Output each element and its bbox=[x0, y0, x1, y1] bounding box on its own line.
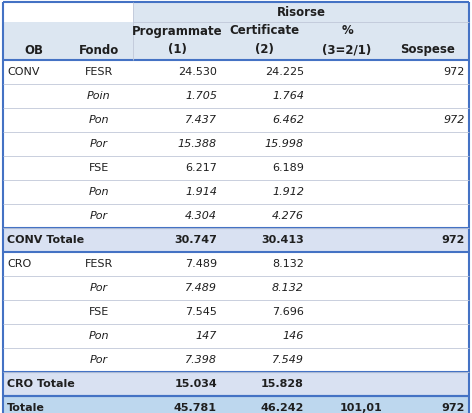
Text: Por: Por bbox=[90, 139, 108, 149]
Text: 1.764: 1.764 bbox=[272, 91, 304, 101]
Text: (3=2/1): (3=2/1) bbox=[322, 43, 371, 57]
Text: 4.304: 4.304 bbox=[185, 211, 217, 221]
Bar bbox=[3, 300, 469, 324]
Text: 6.462: 6.462 bbox=[272, 115, 304, 125]
Text: FSE: FSE bbox=[89, 307, 109, 317]
Bar bbox=[3, 228, 469, 252]
Text: 147: 147 bbox=[195, 331, 217, 341]
Text: 7.489: 7.489 bbox=[185, 259, 217, 269]
Text: Programmate: Programmate bbox=[132, 24, 222, 38]
Text: 24.225: 24.225 bbox=[265, 67, 304, 77]
Text: 15.998: 15.998 bbox=[265, 139, 304, 149]
Text: (1): (1) bbox=[168, 43, 186, 57]
Text: 15.034: 15.034 bbox=[174, 379, 217, 389]
Bar bbox=[3, 252, 469, 276]
Text: Por: Por bbox=[90, 283, 108, 293]
Bar bbox=[3, 60, 469, 84]
Text: 46.242: 46.242 bbox=[261, 403, 304, 413]
Text: 972: 972 bbox=[442, 235, 465, 245]
Bar bbox=[3, 276, 469, 300]
Text: CONV: CONV bbox=[7, 67, 40, 77]
Text: Pon: Pon bbox=[89, 331, 109, 341]
Bar bbox=[3, 40, 469, 60]
Text: Fondo: Fondo bbox=[79, 43, 119, 57]
Text: 30.747: 30.747 bbox=[174, 235, 217, 245]
Text: 45.781: 45.781 bbox=[174, 403, 217, 413]
Text: 972: 972 bbox=[444, 67, 465, 77]
Bar bbox=[3, 204, 469, 228]
Text: 7.398: 7.398 bbox=[185, 355, 217, 365]
Text: %: % bbox=[341, 24, 353, 38]
Text: 4.276: 4.276 bbox=[272, 211, 304, 221]
Bar bbox=[3, 2, 133, 22]
Text: FSE: FSE bbox=[89, 163, 109, 173]
Text: Sospese: Sospese bbox=[400, 43, 455, 57]
Text: Por: Por bbox=[90, 211, 108, 221]
Text: (2): (2) bbox=[255, 43, 274, 57]
Text: 15.828: 15.828 bbox=[261, 379, 304, 389]
Text: 7.549: 7.549 bbox=[272, 355, 304, 365]
Bar bbox=[3, 372, 469, 396]
Text: 8.132: 8.132 bbox=[272, 259, 304, 269]
Text: 7.437: 7.437 bbox=[185, 115, 217, 125]
Text: 6.217: 6.217 bbox=[185, 163, 217, 173]
Text: OB: OB bbox=[25, 43, 43, 57]
Bar bbox=[3, 180, 469, 204]
Text: 7.489: 7.489 bbox=[185, 283, 217, 293]
Bar bbox=[3, 22, 469, 40]
Bar bbox=[3, 84, 469, 108]
Bar bbox=[3, 396, 469, 413]
Text: 7.696: 7.696 bbox=[272, 307, 304, 317]
Text: 972: 972 bbox=[442, 403, 465, 413]
Text: 146: 146 bbox=[283, 331, 304, 341]
Text: 1.912: 1.912 bbox=[272, 187, 304, 197]
Text: 1.914: 1.914 bbox=[185, 187, 217, 197]
Bar bbox=[3, 108, 469, 132]
Bar bbox=[133, 2, 469, 22]
Bar bbox=[3, 324, 469, 348]
Text: 1.705: 1.705 bbox=[185, 91, 217, 101]
Text: Por: Por bbox=[90, 355, 108, 365]
Text: Pon: Pon bbox=[89, 115, 109, 125]
Text: 6.189: 6.189 bbox=[272, 163, 304, 173]
Bar bbox=[3, 156, 469, 180]
Text: CRO: CRO bbox=[7, 259, 31, 269]
Text: 101,01: 101,01 bbox=[339, 403, 382, 413]
Text: Certificate: Certificate bbox=[229, 24, 300, 38]
Text: CONV Totale: CONV Totale bbox=[7, 235, 84, 245]
Text: 30.413: 30.413 bbox=[261, 235, 304, 245]
Text: 24.530: 24.530 bbox=[178, 67, 217, 77]
Text: 15.388: 15.388 bbox=[178, 139, 217, 149]
Text: 8.132: 8.132 bbox=[272, 283, 304, 293]
Text: CRO Totale: CRO Totale bbox=[7, 379, 75, 389]
Bar bbox=[3, 132, 469, 156]
Text: Poin: Poin bbox=[87, 91, 111, 101]
Bar bbox=[3, 348, 469, 372]
Text: Risorse: Risorse bbox=[277, 5, 326, 19]
Text: 972: 972 bbox=[444, 115, 465, 125]
Text: Pon: Pon bbox=[89, 187, 109, 197]
Text: FESR: FESR bbox=[85, 259, 113, 269]
Text: Totale: Totale bbox=[7, 403, 45, 413]
Text: FESR: FESR bbox=[85, 67, 113, 77]
Text: 7.545: 7.545 bbox=[185, 307, 217, 317]
